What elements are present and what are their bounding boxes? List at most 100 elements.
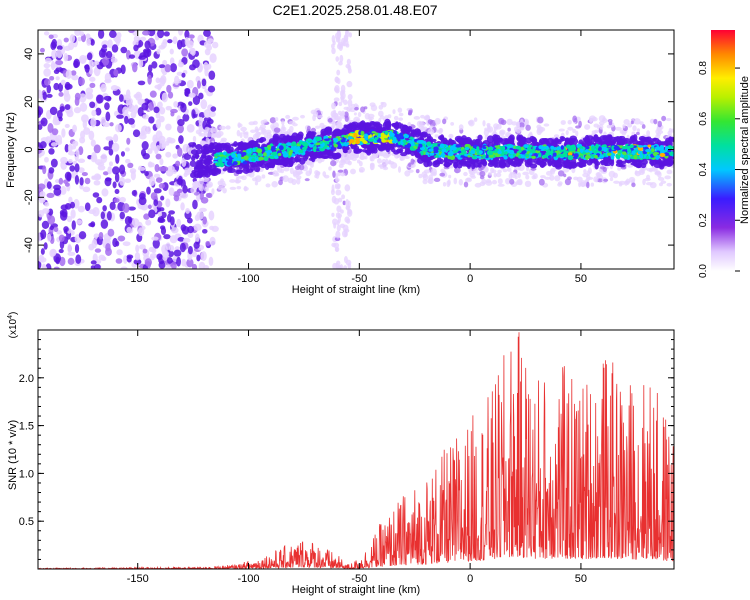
heatmap-cell xyxy=(486,122,491,127)
heatmap-cell xyxy=(217,185,225,191)
heatmap-cell xyxy=(453,177,458,185)
heatmap-cell xyxy=(378,117,382,123)
heatmap-cell xyxy=(543,123,550,127)
heatmap-cell xyxy=(165,264,171,269)
heatmap-cell xyxy=(112,166,120,175)
heatmap-cell xyxy=(269,155,276,160)
heatmap-cell xyxy=(622,124,626,129)
heatmap-cell xyxy=(264,147,268,151)
heatmap-cell xyxy=(594,162,599,170)
heatmap-cell xyxy=(339,54,344,63)
heatmap-cell xyxy=(205,137,210,145)
heatmap-cell xyxy=(556,150,560,154)
heatmap-cell xyxy=(330,146,335,151)
heatmap-cell xyxy=(67,243,72,254)
heatmap-cell xyxy=(188,92,196,98)
heatmap-cell xyxy=(524,153,530,157)
heatmap-cell xyxy=(408,162,412,168)
heatmap-cell xyxy=(97,161,105,167)
heatmap-cell xyxy=(100,83,107,93)
heatmap-cell xyxy=(43,31,50,36)
heatmap-cell xyxy=(190,172,197,179)
heatmap-cell xyxy=(270,124,275,129)
heatmap-cell xyxy=(132,129,141,138)
heatmap-cell xyxy=(353,112,357,116)
heatmap-cell xyxy=(69,34,76,43)
heatmap-cell xyxy=(552,152,557,157)
heatmap-cell xyxy=(138,58,144,68)
heatmap-cell xyxy=(384,130,389,135)
heatmap-cell xyxy=(477,134,483,141)
heatmap-cell xyxy=(97,30,105,39)
heatmap-cell xyxy=(259,136,267,143)
heatmap-cell xyxy=(282,145,287,151)
heatmap-cell xyxy=(554,175,561,182)
heatmap-cell xyxy=(331,184,335,193)
heatmap-cell xyxy=(248,121,255,126)
heatmap-cell xyxy=(169,63,177,73)
heatmap-cell xyxy=(342,200,346,206)
heatmap-cell xyxy=(328,166,332,171)
heatmap-cell xyxy=(63,53,69,62)
heatmap-cell xyxy=(333,97,340,102)
heatmap-cell xyxy=(237,153,241,157)
heatmap-cell xyxy=(107,166,113,175)
heatmap-cell xyxy=(347,67,352,74)
heatmap-cell xyxy=(367,135,373,138)
heatmap-cell xyxy=(354,106,359,111)
heatmap-cell xyxy=(180,192,189,199)
heatmap-cell xyxy=(94,248,102,253)
heatmap-cell xyxy=(653,162,662,169)
heatmap-cell xyxy=(338,101,343,107)
heatmap-cell xyxy=(567,155,574,161)
heatmap-cell xyxy=(391,143,397,148)
heatmap-cell xyxy=(623,119,630,125)
heatmap-cell xyxy=(79,57,87,64)
heatmap-cell xyxy=(655,155,660,160)
heatmap-cell xyxy=(67,257,75,265)
heatmap-cell xyxy=(166,137,173,144)
heatmap-cell xyxy=(652,151,658,157)
heatmap-cell xyxy=(61,128,66,138)
heatmap-cell xyxy=(345,63,351,69)
heatmap-cell xyxy=(587,167,592,175)
heatmap-cell xyxy=(414,143,420,147)
heatmap-cell xyxy=(598,120,605,126)
heatmap-cell xyxy=(332,218,338,226)
heatmap-cell xyxy=(378,104,384,110)
heatmap-cell xyxy=(38,106,44,116)
x-tick-label: -50 xyxy=(351,573,367,585)
heatmap-cell xyxy=(500,145,506,151)
heatmap-cell xyxy=(55,60,64,66)
heatmap-cell xyxy=(560,153,565,158)
heatmap-cell xyxy=(419,132,428,138)
heatmap-cell xyxy=(64,81,71,91)
heatmap-cell xyxy=(122,106,129,116)
heatmap-cell xyxy=(515,162,522,167)
heatmap-cell xyxy=(295,158,302,163)
heatmap-cell xyxy=(161,92,168,103)
heatmap-cell xyxy=(516,123,521,128)
heatmap-cell xyxy=(302,143,309,147)
heatmap-cell xyxy=(524,161,532,168)
heatmap-cell xyxy=(175,160,181,167)
heatmap-cell xyxy=(633,118,641,125)
heatmap-cell xyxy=(54,179,60,184)
heatmap-cell xyxy=(79,136,86,144)
heatmap-cell xyxy=(502,168,508,173)
heatmap-cell xyxy=(427,119,433,125)
heatmap-cell xyxy=(243,186,249,191)
heatmap-cell xyxy=(281,120,285,125)
heatmap-cell xyxy=(254,175,262,183)
heatmap-cell xyxy=(274,117,279,122)
heatmap-cell xyxy=(333,198,340,205)
heatmap-cell xyxy=(337,169,344,173)
heatmap-cell xyxy=(162,39,168,45)
heatmap-cell xyxy=(578,181,582,188)
heatmap-cell xyxy=(495,172,502,178)
heatmap-cell xyxy=(515,145,522,150)
heatmap-cell xyxy=(177,30,184,36)
heatmap-cell xyxy=(208,144,214,150)
heatmap-cell xyxy=(137,227,145,237)
heatmap-cell xyxy=(294,150,298,155)
